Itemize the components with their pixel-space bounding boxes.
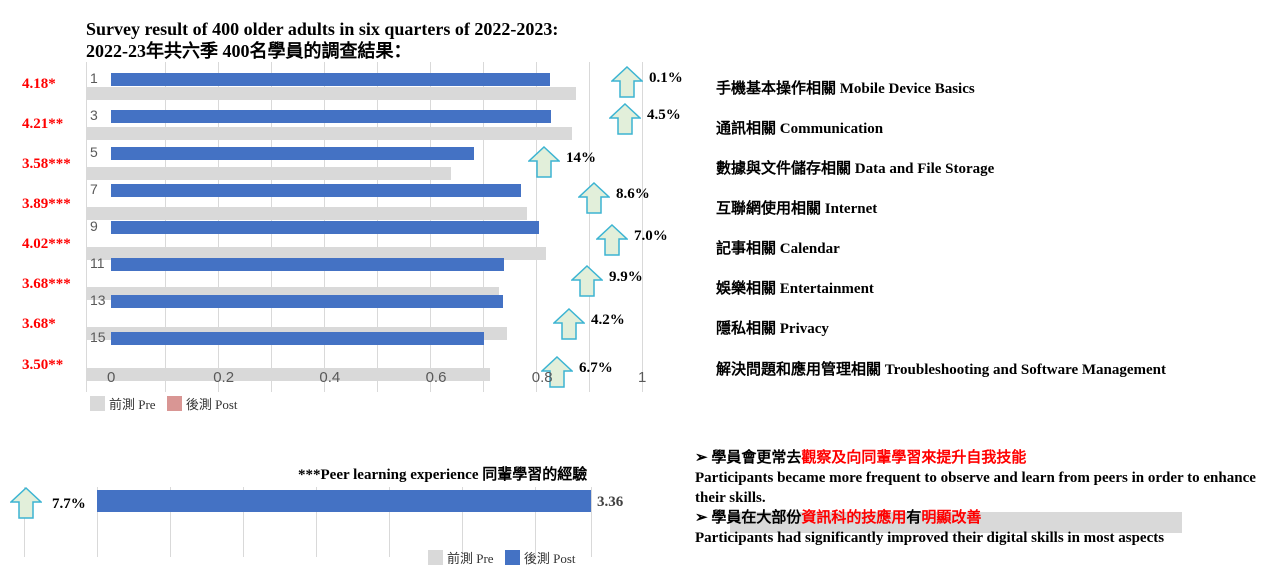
- score-label: 3.68*: [22, 316, 56, 332]
- note-2-en: Participants had significantly improved …: [695, 530, 1165, 546]
- gridline: [389, 487, 390, 557]
- gridline: [24, 487, 25, 557]
- score-label: 4.21**: [22, 116, 64, 132]
- legend-pre: 前測 Pre: [109, 397, 156, 412]
- post-bar: [111, 73, 551, 86]
- category-label: 數據與文件儲存相關 Data and File Storage: [716, 161, 995, 177]
- category-label: 記事相關 Calendar: [716, 241, 840, 257]
- note-2-zh: ➢ 學員在大部份資訊科的技應用有明顯改善: [695, 510, 982, 526]
- title-en: Survey result of 400 older adults in six…: [86, 19, 559, 39]
- pre-bar: [86, 207, 527, 220]
- title-zh: 2022-23年共六季 400名學員的調查結果：: [86, 41, 412, 61]
- x-tick-label: 0.8: [531, 369, 553, 386]
- pre-bar: [86, 247, 546, 260]
- post-bar: [111, 295, 503, 308]
- up-arrow-icon: [595, 223, 629, 261]
- category-tick: 9: [90, 218, 98, 234]
- up-arrow-icon: [610, 65, 644, 103]
- x-tick-label: 0.2: [213, 369, 235, 386]
- category-tick: 11: [90, 255, 105, 271]
- notes: ➢ 學員會更常去觀察及向同輩學習來提升自我技能 Participants bec…: [695, 448, 1270, 548]
- score-label: 3.50**: [22, 357, 64, 373]
- up-arrow-icon: [577, 181, 611, 219]
- category-tick: 3: [90, 107, 98, 123]
- x-tick-label: 0.6: [425, 369, 447, 386]
- up-arrow-icon: [552, 307, 586, 345]
- gridline: [535, 487, 536, 557]
- category-label: 通訊相關 Communication: [716, 121, 884, 137]
- increase-label: 4.2%: [591, 312, 625, 328]
- increase-label: 9.9%: [609, 269, 643, 285]
- legend-post: 後測 Post: [185, 397, 238, 412]
- category-label: 手機基本操作相關 Mobile Device Basics: [716, 81, 975, 97]
- gridline: [642, 62, 643, 392]
- up-arrow-icon: [540, 355, 574, 393]
- legend-swatch-pre: [428, 550, 443, 565]
- score-label: 3.68***: [22, 276, 71, 292]
- legend-swatch-post: [504, 550, 520, 565]
- pre-bar: [86, 127, 572, 140]
- up-arrow-icon: [527, 145, 561, 183]
- x-tick-label: 0: [107, 369, 116, 386]
- pre-bar: [86, 87, 577, 100]
- gridline: [316, 487, 317, 557]
- increase-label: 14%: [566, 150, 596, 166]
- pre-bar: [86, 368, 491, 381]
- x-tick-label: 1: [638, 369, 647, 386]
- increase-label: 4.5%: [647, 107, 681, 123]
- legend: 前測 Pre 後測 Post: [90, 394, 238, 413]
- up-arrow-icon: [9, 486, 43, 524]
- increase-label: 7.7%: [52, 496, 86, 512]
- legend-post: 後測 Post: [523, 551, 576, 566]
- legend: 前測 Pre 後測 Post: [428, 548, 576, 567]
- legend-swatch-pre: [90, 396, 105, 411]
- up-arrow-icon: [570, 264, 604, 302]
- x-tick-label: 0.4: [319, 369, 341, 386]
- post-bar: [111, 147, 475, 160]
- data-label: 3.36: [597, 494, 624, 510]
- post-bar: [111, 184, 521, 197]
- category-tick: 5: [90, 144, 98, 160]
- legend-swatch-post: [166, 396, 182, 411]
- increase-label: 8.6%: [616, 186, 650, 202]
- gridline: [97, 487, 98, 557]
- increase-label: 7.0%: [634, 228, 668, 244]
- pre-bar: [86, 167, 451, 180]
- gridline: [591, 487, 592, 557]
- score-label: 3.89***: [22, 196, 71, 212]
- category-label: 隱私相關 Privacy: [716, 321, 829, 337]
- up-arrow-icon: [608, 102, 642, 140]
- gridline: [589, 62, 590, 392]
- note-1-zh: ➢ 學員會更常去觀察及向同輩學習來提升自我技能: [695, 450, 1027, 466]
- gridline: [462, 487, 463, 557]
- gridline: [243, 487, 244, 557]
- chart-title: Survey result of 400 older adults in six…: [86, 18, 558, 62]
- note-1-en: Participants became more frequent to obs…: [695, 470, 1256, 506]
- peer-chart-title: ***Peer learning experience 同輩學習的經驗: [298, 467, 588, 483]
- category-label: 互聯網使用相關 Internet: [716, 201, 878, 217]
- score-label: 4.02***: [22, 236, 71, 252]
- increase-label: 6.7%: [579, 360, 613, 376]
- category-label: 解決問題和應用管理相關 Troubleshooting and Software…: [716, 362, 1167, 378]
- post-bar: [111, 110, 552, 123]
- gridline: [170, 487, 171, 557]
- category-tick: 13: [90, 292, 106, 308]
- pre-bar: [730, 512, 1182, 533]
- category-tick: 7: [90, 181, 98, 197]
- score-label: 3.58***: [22, 156, 71, 172]
- category-tick: 1: [90, 70, 98, 86]
- post-bar: [111, 332, 484, 345]
- increase-label: 0.1%: [649, 70, 683, 86]
- legend-pre: 前測 Pre: [447, 551, 494, 566]
- category-label: 娛樂相關 Entertainment: [716, 281, 874, 297]
- gridline: [86, 62, 87, 392]
- category-tick: 15: [90, 329, 106, 345]
- post-bar: [97, 490, 591, 512]
- post-bar: [111, 221, 539, 234]
- score-label: 4.18*: [22, 76, 56, 92]
- post-bar: [111, 258, 504, 271]
